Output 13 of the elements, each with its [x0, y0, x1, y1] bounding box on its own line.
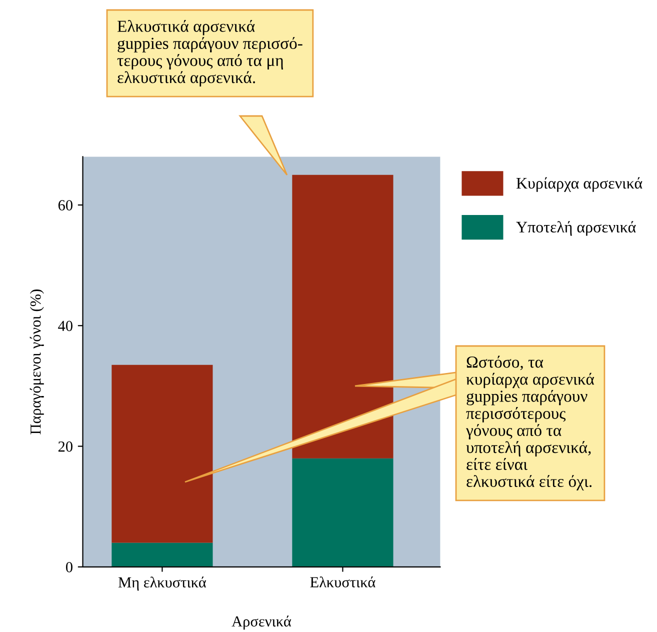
text: Ελκυστικά αρσενικά guppies παράγουν περισσό- τερους γόνους από τα μη ελκυστικά αρσενικά. [117, 20, 302, 87]
bar [112, 542, 213, 567]
x-tick-label: Μη ελκυστικά [118, 576, 206, 591]
y-tick-label: 20 [58, 441, 72, 452]
y-tick-label: 0 [66, 562, 72, 572]
legend-label: Κυρίαρχα αρσενικά [516, 177, 642, 192]
y-tick-label: 60 [58, 200, 72, 210]
y-axis-title: Παραγόμενοι γόνοι (%) [30, 290, 44, 434]
y-tick-label: 40 [58, 320, 72, 332]
text: Ωστόσο, τα κυρίαρχα αρσενικά guppies παράγουν περισσότερους γόνους από τα υποτελή αρσενικά, είτε είναι ελκυστικά είτε όχι. [466, 356, 594, 490]
legend-label: Υποτελή αρσενικά [516, 221, 636, 236]
x-axis-title: Αρσενικά [232, 616, 292, 630]
x-tick-label: Ελκυστικά [310, 576, 376, 588]
